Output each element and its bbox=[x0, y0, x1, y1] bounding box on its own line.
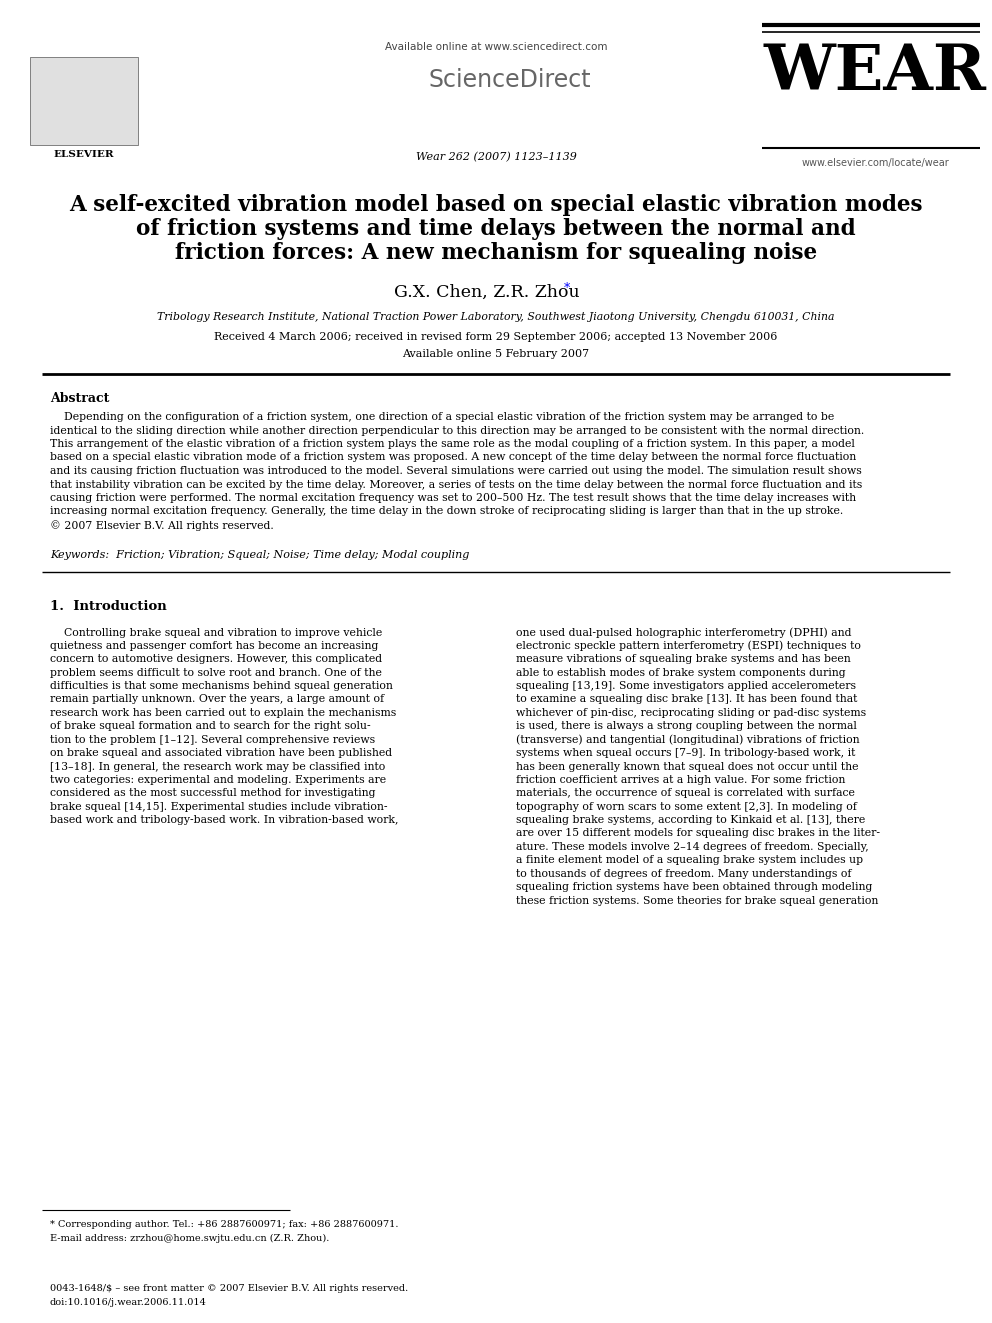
Text: is used, there is always a strong coupling between the normal: is used, there is always a strong coupli… bbox=[516, 721, 857, 732]
Text: quietness and passenger comfort has become an increasing: quietness and passenger comfort has beco… bbox=[50, 640, 378, 651]
Text: electronic speckle pattern interferometry (ESPI) techniques to: electronic speckle pattern interferometr… bbox=[516, 640, 861, 651]
Text: © 2007 Elsevier B.V. All rights reserved.: © 2007 Elsevier B.V. All rights reserved… bbox=[50, 520, 274, 531]
Text: to thousands of degrees of freedom. Many understandings of: to thousands of degrees of freedom. Many… bbox=[516, 869, 851, 878]
Text: increasing normal excitation frequency. Generally, the time delay in the down st: increasing normal excitation frequency. … bbox=[50, 507, 843, 516]
Text: *: * bbox=[564, 282, 570, 295]
Text: [13–18]. In general, the research work may be classified into: [13–18]. In general, the research work m… bbox=[50, 762, 385, 771]
Text: based work and tribology-based work. In vibration-based work,: based work and tribology-based work. In … bbox=[50, 815, 399, 826]
Text: ELSEVIER: ELSEVIER bbox=[54, 149, 114, 159]
Text: measure vibrations of squealing brake systems and has been: measure vibrations of squealing brake sy… bbox=[516, 655, 851, 664]
Text: of brake squeal formation and to search for the right solu-: of brake squeal formation and to search … bbox=[50, 721, 371, 732]
Text: squealing friction systems have been obtained through modeling: squealing friction systems have been obt… bbox=[516, 882, 872, 892]
Text: that instability vibration can be excited by the time delay. Moreover, a series : that instability vibration can be excite… bbox=[50, 479, 862, 490]
Text: brake squeal [14,15]. Experimental studies include vibration-: brake squeal [14,15]. Experimental studi… bbox=[50, 802, 388, 812]
Text: Tribology Research Institute, National Traction Power Laboratory, Southwest Jiao: Tribology Research Institute, National T… bbox=[158, 312, 834, 321]
Text: ature. These models involve 2–14 degrees of freedom. Specially,: ature. These models involve 2–14 degrees… bbox=[516, 841, 869, 852]
Text: Abstract: Abstract bbox=[50, 392, 109, 405]
Text: difficulties is that some mechanisms behind squeal generation: difficulties is that some mechanisms beh… bbox=[50, 681, 393, 691]
Text: ScienceDirect: ScienceDirect bbox=[429, 67, 591, 93]
Text: problem seems difficult to solve root and branch. One of the: problem seems difficult to solve root an… bbox=[50, 668, 382, 677]
Text: doi:10.1016/j.wear.2006.11.014: doi:10.1016/j.wear.2006.11.014 bbox=[50, 1298, 207, 1307]
Text: to examine a squealing disc brake [13]. It has been found that: to examine a squealing disc brake [13]. … bbox=[516, 695, 857, 705]
Text: research work has been carried out to explain the mechanisms: research work has been carried out to ex… bbox=[50, 708, 396, 718]
Bar bbox=[30, 57, 138, 146]
Text: www.elsevier.com/locate/wear: www.elsevier.com/locate/wear bbox=[802, 157, 949, 168]
Text: G.X. Chen, Z.R. Zhou: G.X. Chen, Z.R. Zhou bbox=[394, 284, 579, 302]
Text: on brake squeal and associated vibration have been published: on brake squeal and associated vibration… bbox=[50, 747, 392, 758]
Text: A self-excited vibration model based on special elastic vibration modes: A self-excited vibration model based on … bbox=[69, 194, 923, 216]
Text: systems when squeal occurs [7–9]. In tribology-based work, it: systems when squeal occurs [7–9]. In tri… bbox=[516, 747, 855, 758]
Text: * Corresponding author. Tel.: +86 2887600971; fax: +86 2887600971.: * Corresponding author. Tel.: +86 288760… bbox=[50, 1220, 399, 1229]
Text: causing friction were performed. The normal excitation frequency was set to 200–: causing friction were performed. The nor… bbox=[50, 493, 856, 503]
Text: 0043-1648/$ – see front matter © 2007 Elsevier B.V. All rights reserved.: 0043-1648/$ – see front matter © 2007 El… bbox=[50, 1285, 409, 1293]
Text: Keywords:  Friction; Vibration; Squeal; Noise; Time delay; Modal coupling: Keywords: Friction; Vibration; Squeal; N… bbox=[50, 549, 469, 560]
Text: Available online at www.sciencedirect.com: Available online at www.sciencedirect.co… bbox=[385, 42, 607, 52]
Text: (transverse) and tangential (longitudinal) vibrations of friction: (transverse) and tangential (longitudina… bbox=[516, 734, 860, 745]
Text: Received 4 March 2006; received in revised form 29 September 2006; accepted 13 N: Received 4 March 2006; received in revis… bbox=[214, 332, 778, 343]
Text: This arrangement of the elastic vibration of a friction system plays the same ro: This arrangement of the elastic vibratio… bbox=[50, 439, 855, 448]
Text: a finite element model of a squealing brake system includes up: a finite element model of a squealing br… bbox=[516, 855, 863, 865]
Text: tion to the problem [1–12]. Several comprehensive reviews: tion to the problem [1–12]. Several comp… bbox=[50, 734, 375, 745]
Text: are over 15 different models for squealing disc brakes in the liter-: are over 15 different models for squeali… bbox=[516, 828, 880, 839]
Text: E-mail address: zrzhou@home.swjtu.edu.cn (Z.R. Zhou).: E-mail address: zrzhou@home.swjtu.edu.cn… bbox=[50, 1234, 329, 1244]
Text: squealing brake systems, according to Kinkaid et al. [13], there: squealing brake systems, according to Ki… bbox=[516, 815, 865, 826]
Text: friction coefficient arrives at a high value. For some friction: friction coefficient arrives at a high v… bbox=[516, 775, 845, 785]
Text: and its causing friction fluctuation was introduced to the model. Several simula: and its causing friction fluctuation was… bbox=[50, 466, 862, 476]
Text: based on a special elastic vibration mode of a friction system was proposed. A n: based on a special elastic vibration mod… bbox=[50, 452, 856, 463]
Text: of friction systems and time delays between the normal and: of friction systems and time delays betw… bbox=[136, 218, 856, 239]
Text: has been generally known that squeal does not occur until the: has been generally known that squeal doe… bbox=[516, 762, 858, 771]
Text: considered as the most successful method for investigating: considered as the most successful method… bbox=[50, 789, 376, 798]
Text: able to establish modes of brake system components during: able to establish modes of brake system … bbox=[516, 668, 845, 677]
Text: topography of worn scars to some extent [2,3]. In modeling of: topography of worn scars to some extent … bbox=[516, 802, 857, 812]
Text: friction forces: A new mechanism for squealing noise: friction forces: A new mechanism for squ… bbox=[175, 242, 817, 265]
Text: Controlling brake squeal and vibration to improve vehicle: Controlling brake squeal and vibration t… bbox=[50, 627, 382, 638]
Text: WEAR: WEAR bbox=[764, 42, 986, 103]
Text: one used dual-pulsed holographic interferometry (DPHI) and: one used dual-pulsed holographic interfe… bbox=[516, 627, 851, 638]
Text: these friction systems. Some theories for brake squeal generation: these friction systems. Some theories fo… bbox=[516, 896, 878, 905]
Text: two categories: experimental and modeling. Experiments are: two categories: experimental and modelin… bbox=[50, 775, 386, 785]
Text: squealing [13,19]. Some investigators applied accelerometers: squealing [13,19]. Some investigators ap… bbox=[516, 681, 856, 691]
Text: materials, the occurrence of squeal is correlated with surface: materials, the occurrence of squeal is c… bbox=[516, 789, 855, 798]
Text: whichever of pin-disc, reciprocating sliding or pad-disc systems: whichever of pin-disc, reciprocating sli… bbox=[516, 708, 866, 718]
Text: remain partially unknown. Over the years, a large amount of: remain partially unknown. Over the years… bbox=[50, 695, 384, 705]
Text: Available online 5 February 2007: Available online 5 February 2007 bbox=[403, 349, 589, 359]
Text: 1.  Introduction: 1. Introduction bbox=[50, 599, 167, 613]
Text: concern to automotive designers. However, this complicated: concern to automotive designers. However… bbox=[50, 655, 382, 664]
Text: Depending on the configuration of a friction system, one direction of a special : Depending on the configuration of a fric… bbox=[50, 411, 834, 422]
Text: Wear 262 (2007) 1123–1139: Wear 262 (2007) 1123–1139 bbox=[416, 152, 576, 163]
Text: identical to the sliding direction while another direction perpendicular to this: identical to the sliding direction while… bbox=[50, 426, 864, 435]
